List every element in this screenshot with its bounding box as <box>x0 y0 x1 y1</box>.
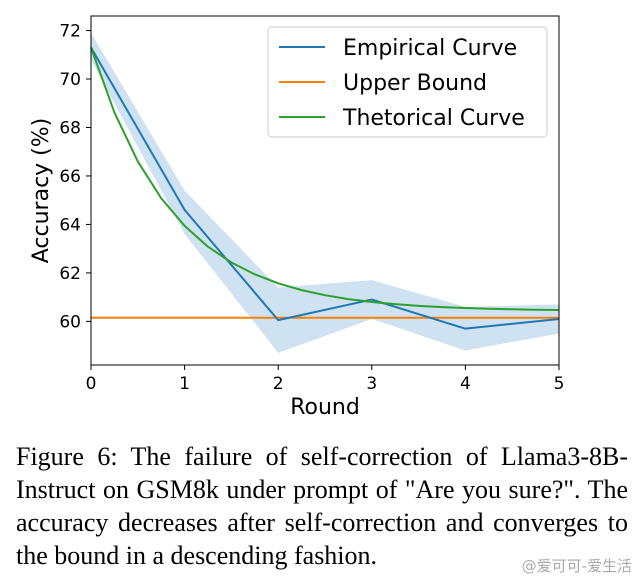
y-tick-label: 68 <box>59 118 81 138</box>
legend-label-upper-bound: Upper Bound <box>343 71 487 96</box>
x-tick-label: 4 <box>460 374 471 394</box>
x-tick-label: 5 <box>554 374 565 394</box>
empirical-curve-line <box>90 47 560 330</box>
y-tick-label: 70 <box>59 70 81 90</box>
y-tick-label: 64 <box>59 215 81 235</box>
y-tick-label: 72 <box>59 22 81 42</box>
confidence-band-layer <box>91 32 559 353</box>
x-axis-title: Round <box>290 395 360 420</box>
empirical-curve-confidence-band <box>91 32 559 353</box>
legend-label-thetorical-curve: Thetorical Curve <box>342 106 525 131</box>
x-tick-label: 0 <box>86 374 97 394</box>
thetorical-curve-line <box>90 47 560 311</box>
y-tick-label: 60 <box>59 312 81 332</box>
y-tick-label: 62 <box>59 264 81 284</box>
legend-label-empirical-curve: Empirical Curve <box>343 36 517 61</box>
axis-ticks-layer: 0 1 2 3 4 5 60 62 64 66 68 70 72 <box>59 22 564 394</box>
x-tick-label: 3 <box>366 374 377 394</box>
series-lines-layer <box>90 47 560 330</box>
watermark: @爱可可-爱生活 <box>521 557 632 575</box>
y-axis-title: Accuracy (%) <box>29 118 54 264</box>
plot-frame <box>90 15 560 366</box>
x-tick-label: 2 <box>273 374 284 394</box>
legend: Empirical Curve Upper Bound Thetorical Cur… <box>267 26 548 138</box>
y-tick-label: 66 <box>59 167 81 187</box>
figure-caption: Figure 6: The failure of self-correction… <box>16 442 628 570</box>
x-tick-label: 1 <box>179 374 190 394</box>
legend-box <box>267 26 548 138</box>
